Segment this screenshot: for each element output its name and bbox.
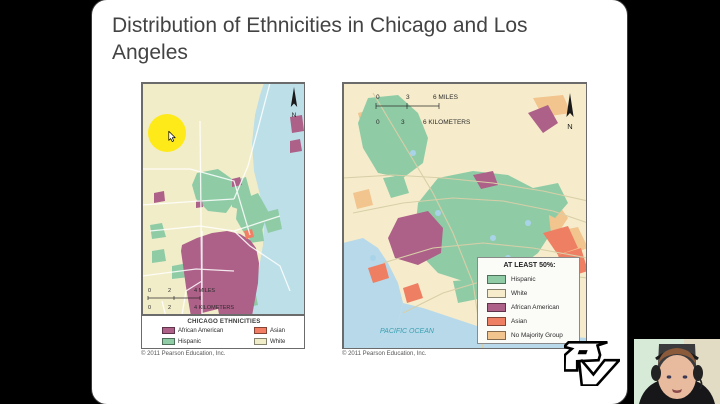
svg-text:0: 0	[148, 305, 151, 311]
svg-text:0: 0	[148, 288, 151, 294]
svg-text:0: 0	[376, 94, 380, 101]
svg-text:2: 2	[168, 288, 171, 294]
svg-text:2: 2	[168, 305, 171, 311]
svg-text:3: 3	[406, 94, 410, 101]
svg-text:N: N	[567, 122, 572, 131]
svg-text:3: 3	[401, 119, 405, 126]
svg-text:4 MILES: 4 MILES	[194, 288, 215, 294]
svg-text:6 MILES: 6 MILES	[433, 94, 459, 101]
svg-text:0: 0	[376, 119, 380, 126]
svg-text:6 KILOMETERS: 6 KILOMETERS	[423, 119, 471, 126]
svg-text:4 KILOMETERS: 4 KILOMETERS	[194, 305, 234, 311]
svg-text:PACIFIC OCEAN: PACIFIC OCEAN	[380, 328, 435, 335]
svg-text:N: N	[292, 112, 297, 119]
